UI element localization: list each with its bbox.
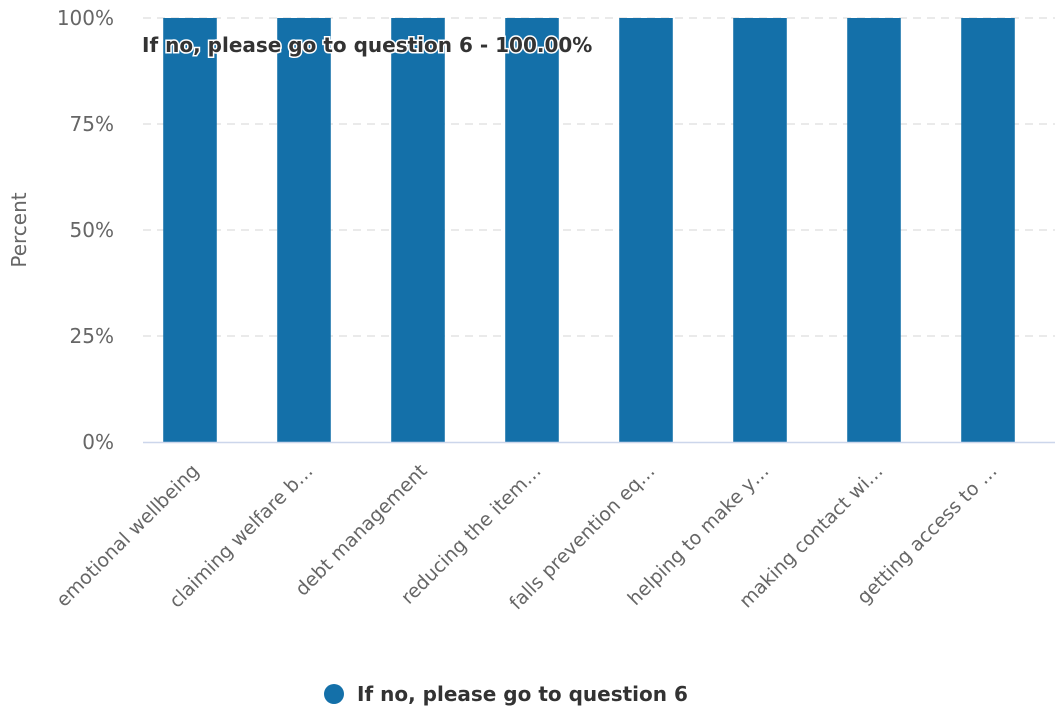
data-label-annotation: If no, please go to question 6 - 100.00% [142,33,592,57]
bar[interactable] [391,18,445,442]
y-tick-label: 75% [70,112,114,136]
bar[interactable] [505,18,559,442]
y-tick-label: 100% [57,6,114,30]
y-tick-label: 25% [70,324,114,348]
y-tick-label: 0% [82,430,114,454]
bar[interactable] [163,18,217,442]
bars-layer [163,18,1015,442]
y-tick-label: 50% [70,218,114,242]
bar[interactable] [733,18,787,442]
legend-marker [324,684,344,704]
bar[interactable] [961,18,1015,442]
bar[interactable] [619,18,673,442]
grid-layer [143,17,1055,337]
bar[interactable] [847,18,901,442]
y-tick-labels: 0% 25% 50% 75% 100% [57,6,114,454]
legend[interactable]: If no, please go to question 6 [324,682,688,706]
y-axis-title: Percent [7,192,31,267]
legend-label: If no, please go to question 6 [357,682,688,706]
bar[interactable] [277,18,331,442]
